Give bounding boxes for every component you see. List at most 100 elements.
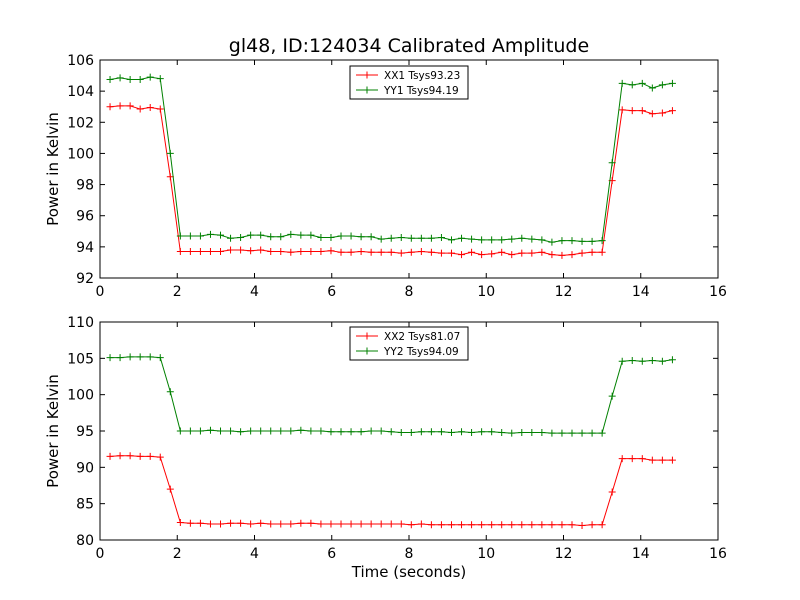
y-tick-label: 100	[67, 146, 94, 162]
data-point	[156, 105, 164, 113]
data-point	[206, 426, 214, 434]
data-point	[518, 521, 526, 529]
data-point	[217, 248, 225, 256]
data-point	[427, 234, 435, 242]
data-point	[618, 106, 626, 114]
data-point	[538, 248, 546, 256]
legend-marker	[363, 86, 371, 94]
data-point	[558, 237, 566, 245]
data-point	[337, 248, 345, 256]
data-point	[146, 452, 154, 460]
data-point	[548, 238, 556, 246]
x-tick-label: 8	[405, 546, 414, 562]
data-point	[568, 521, 576, 529]
data-point	[648, 456, 656, 464]
data-point	[478, 236, 486, 244]
data-point	[498, 428, 506, 436]
data-point	[658, 81, 666, 89]
data-point	[277, 233, 285, 241]
data-point	[136, 75, 144, 83]
data-point	[116, 354, 124, 362]
y-tick-label: 105	[67, 351, 94, 367]
data-point	[186, 519, 194, 527]
data-point	[347, 520, 355, 528]
data-point	[387, 520, 395, 528]
x-tick-label: 14	[632, 546, 650, 562]
y-tick-label: 94	[76, 240, 94, 256]
data-point	[447, 521, 455, 529]
data-point	[247, 427, 255, 435]
data-point	[377, 520, 385, 528]
data-point	[447, 428, 455, 436]
data-point	[126, 353, 134, 361]
data-point	[608, 488, 616, 496]
data-point	[247, 247, 255, 255]
data-point	[327, 428, 335, 436]
data-point	[417, 428, 425, 436]
data-point	[397, 234, 405, 242]
data-point	[357, 248, 365, 256]
data-point	[518, 249, 526, 257]
y-tick-label: 80	[76, 533, 94, 549]
data-point	[628, 455, 636, 463]
data-point	[287, 520, 295, 528]
data-point	[427, 428, 435, 436]
x-tick-label: 12	[555, 546, 573, 562]
data-point	[447, 249, 455, 257]
data-point	[397, 520, 405, 528]
data-point	[237, 519, 245, 527]
data-point	[106, 354, 114, 362]
data-point	[176, 427, 184, 435]
data-point	[618, 357, 626, 365]
x-tick-label: 16	[709, 284, 727, 300]
x-tick-label: 10	[477, 546, 495, 562]
data-point	[136, 353, 144, 361]
data-point	[287, 248, 295, 256]
data-point	[538, 521, 546, 529]
data-point	[407, 521, 415, 529]
legend-label: XX1 Tsys93.23	[384, 70, 460, 82]
data-point	[186, 427, 194, 435]
data-point	[196, 427, 204, 435]
data-point	[106, 103, 114, 111]
data-point	[156, 75, 164, 83]
data-point	[648, 110, 656, 118]
data-point	[488, 521, 496, 529]
data-point	[317, 248, 325, 256]
y-tick-label: 104	[67, 84, 94, 100]
legend-marker	[363, 332, 371, 340]
data-point	[357, 520, 365, 528]
data-point	[558, 251, 566, 259]
data-point	[638, 107, 646, 115]
y-tick-label: 90	[76, 460, 94, 476]
data-point	[468, 428, 476, 436]
data-point	[287, 230, 295, 238]
data-point	[528, 521, 536, 529]
x-tick-label: 4	[250, 284, 259, 300]
x-tick-label: 12	[555, 284, 573, 300]
x-tick-label: 4	[250, 546, 259, 562]
data-point	[277, 248, 285, 256]
data-point	[237, 428, 245, 436]
data-point	[538, 236, 546, 244]
data-point	[437, 428, 445, 436]
data-point	[116, 452, 124, 460]
data-point	[518, 234, 526, 242]
data-point	[116, 102, 124, 110]
data-point	[106, 452, 114, 460]
data-point	[407, 248, 415, 256]
data-point	[377, 235, 385, 243]
y-tick-label: 96	[76, 209, 94, 225]
data-point	[317, 520, 325, 528]
data-point	[267, 427, 275, 435]
data-point	[297, 231, 305, 239]
data-point	[468, 235, 476, 243]
data-point	[618, 79, 626, 87]
data-point	[186, 232, 194, 240]
data-point	[648, 84, 656, 92]
data-point	[277, 520, 285, 528]
legend-label: YY1 Tsys94.19	[383, 85, 459, 97]
data-point	[116, 74, 124, 82]
data-point	[227, 234, 235, 242]
